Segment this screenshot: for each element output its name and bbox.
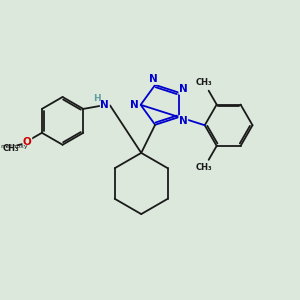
Text: N: N bbox=[130, 100, 139, 110]
Text: methoxy: methoxy bbox=[0, 144, 28, 149]
Text: O: O bbox=[23, 136, 32, 147]
Text: N: N bbox=[149, 74, 158, 84]
Text: H: H bbox=[93, 94, 101, 103]
Text: N: N bbox=[179, 84, 188, 94]
Text: CH₃: CH₃ bbox=[196, 78, 212, 87]
Text: CH₃: CH₃ bbox=[3, 144, 20, 153]
Text: CH₃: CH₃ bbox=[196, 164, 212, 172]
Text: N: N bbox=[179, 116, 188, 126]
Text: N: N bbox=[100, 100, 109, 110]
